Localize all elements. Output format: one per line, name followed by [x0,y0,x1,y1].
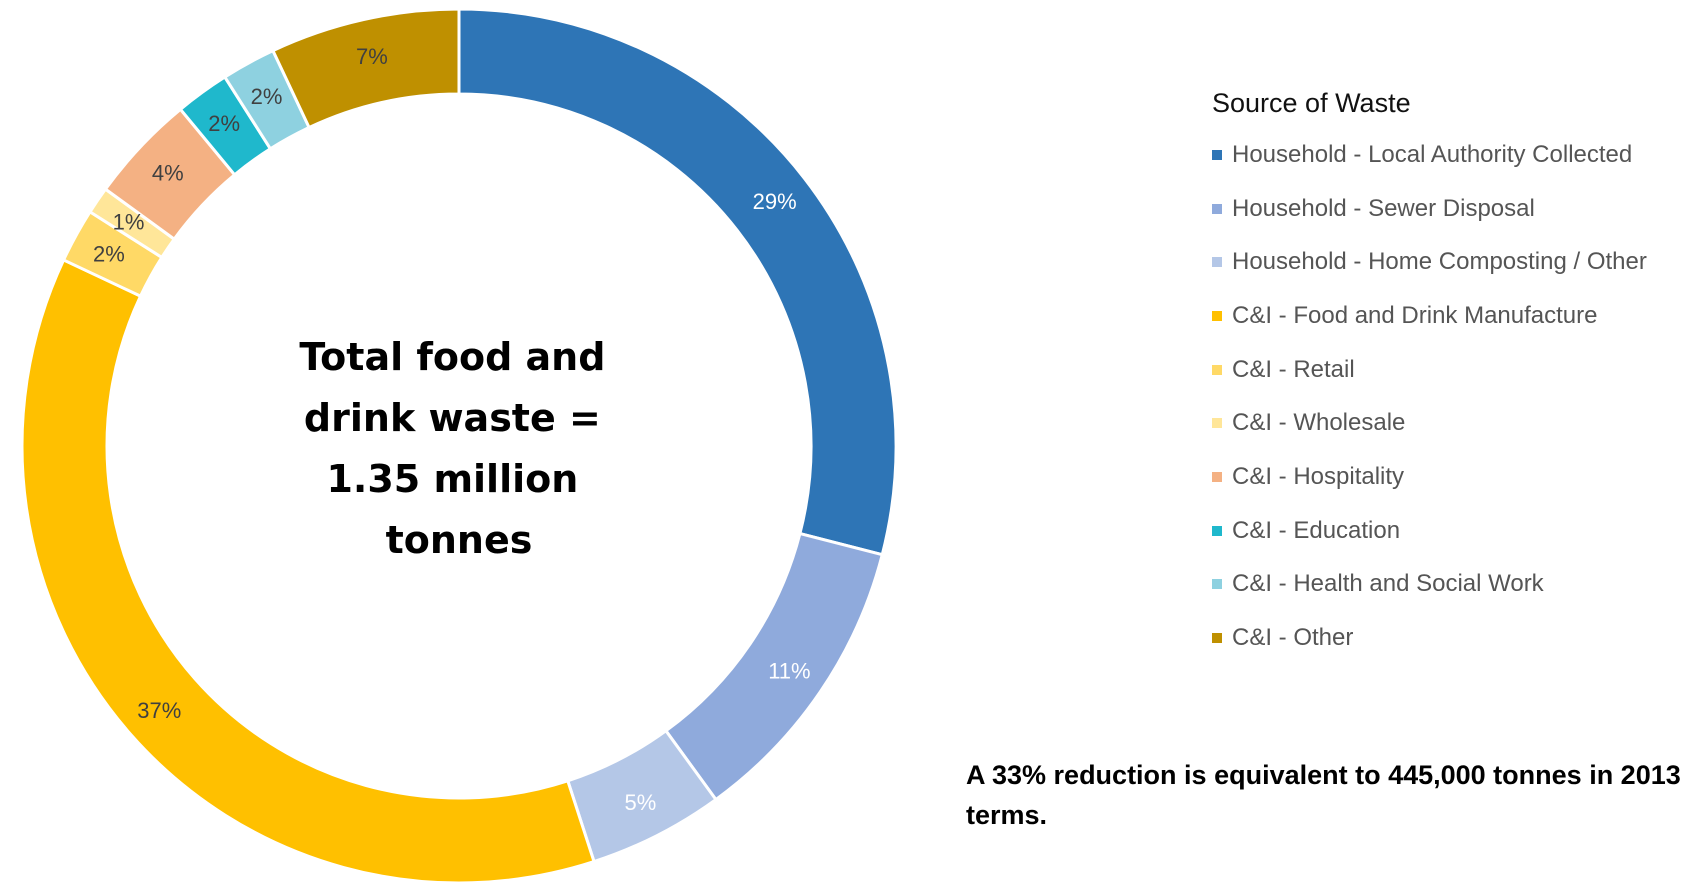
slice-label-9: 7% [356,44,388,69]
slice-9 [270,7,461,130]
center-text-line-2: drink waste = [304,396,601,440]
legend-swatch-3 [1212,310,1222,321]
legend-label-3: C&I - Food and Drink Manufacture [1232,301,1598,329]
legend-items: Household - Local Authority Collected Hou… [1212,128,1647,665]
legend-swatch-6 [1212,471,1222,482]
slice-label-5: 1% [113,209,145,234]
slice-label-4: 2% [93,242,125,267]
slice-label-8: 2% [251,84,283,109]
legend-item-8: C&I - Health and Social Work [1212,558,1647,612]
slice-label-6: 4% [152,161,184,186]
legend-swatch-9 [1212,633,1222,644]
legend-swatch-5 [1212,418,1222,429]
legend-label-4: C&I - Retail [1232,355,1355,383]
legend-item-6: C&I - Hospitality [1212,450,1647,504]
slice-label-3: 37% [137,698,181,723]
legend-item-3: C&I - Food and Drink Manufacture [1212,289,1647,343]
legend-label-9: C&I - Other [1232,624,1354,652]
legend-swatch-4 [1212,364,1222,375]
center-text-line-1: Total food and [299,335,605,379]
slice-label-2: 5% [624,790,656,815]
legend-label-1: Household - Sewer Disposal [1232,194,1535,222]
legend-item-2: Household - Home Composting / Other [1212,235,1647,289]
donut-slices [20,7,898,885]
legend-item-4: C&I - Retail [1212,343,1647,397]
slice-label-0: 29% [753,189,797,214]
reduction-note: A 33% reduction is equivalent to 445,000… [966,760,1681,830]
legend-item-9: C&I - Other [1212,611,1647,665]
legend-label-2: Household - Home Composting / Other [1232,248,1647,276]
legend-swatch-7 [1212,525,1222,536]
legend-title: Source of Waste [1212,88,1411,118]
legend-label-5: C&I - Wholesale [1232,409,1406,437]
legend-label-0: Household - Local Authority Collected [1232,140,1633,168]
legend-label-7: C&I - Education [1232,516,1401,544]
legend-swatch-2 [1212,257,1222,268]
center-text: Total food and drink waste = 1.35 millio… [299,335,618,562]
legend-item-0: Household - Local Authority Collected [1212,128,1647,182]
legend-label-6: C&I - Hospitality [1232,462,1405,490]
legend-item-1: Household - Sewer Disposal [1212,182,1647,236]
slice-3 [20,257,596,885]
center-text-line-3: 1.35 million [326,457,578,501]
slice-label-1: 11% [768,659,810,684]
legend-swatch-0 [1212,149,1222,160]
legend-item-7: C&I - Education [1212,504,1647,558]
donut-slice-labels: 29% 11% 5% 37% 2% 1% 4% 2% 2% 7% [93,44,811,815]
slice-label-7: 2% [208,111,240,136]
legend: Source of Waste Household - Local Author… [1212,88,1647,665]
legend-item-5: C&I - Wholesale [1212,396,1647,450]
legend-swatch-8 [1212,579,1222,590]
legend-label-8: C&I - Health and Social Work [1232,570,1544,598]
center-text-line-4: tonnes [386,518,533,562]
legend-swatch-1 [1212,203,1222,214]
